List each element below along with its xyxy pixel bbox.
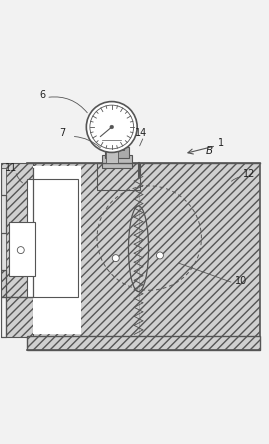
- Bar: [27, 336, 260, 350]
- Text: 6: 6: [40, 90, 46, 99]
- Bar: [6, 297, 33, 337]
- Bar: [110, 134, 124, 150]
- Bar: [1, 163, 33, 297]
- Bar: [1, 233, 6, 270]
- Bar: [27, 179, 78, 297]
- Text: 10: 10: [235, 276, 247, 285]
- Circle shape: [17, 246, 24, 254]
- Bar: [1, 195, 6, 233]
- Text: B: B: [206, 146, 213, 156]
- Bar: [9, 222, 36, 276]
- Bar: [106, 150, 118, 163]
- Circle shape: [86, 102, 137, 152]
- Circle shape: [157, 252, 163, 259]
- Bar: [33, 166, 81, 334]
- Bar: [105, 147, 129, 158]
- Text: 12: 12: [243, 169, 255, 178]
- Text: 14: 14: [134, 128, 147, 139]
- Bar: [27, 163, 260, 337]
- Circle shape: [110, 125, 114, 129]
- Bar: [1, 168, 6, 195]
- Circle shape: [112, 255, 119, 262]
- Text: 11: 11: [5, 163, 17, 173]
- Text: 1: 1: [217, 138, 224, 148]
- Text: 7: 7: [59, 128, 66, 139]
- Bar: [102, 155, 132, 168]
- Circle shape: [90, 105, 134, 149]
- Bar: [97, 163, 140, 190]
